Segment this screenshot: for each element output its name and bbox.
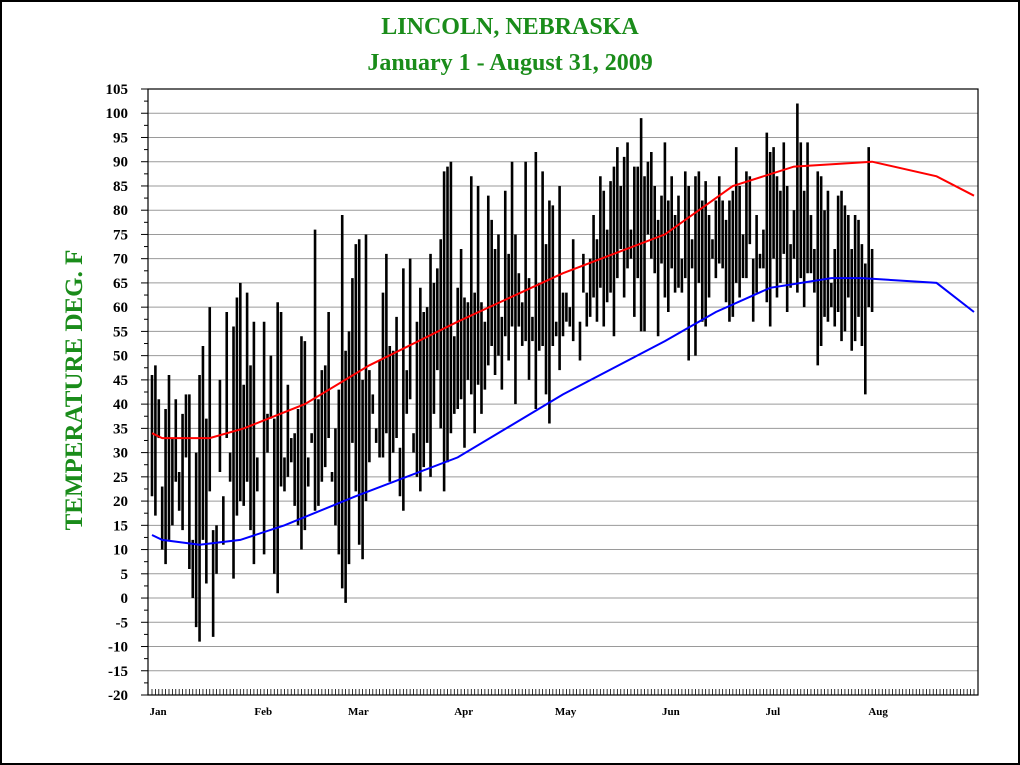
y-tick-label: 10 [113,543,128,559]
y-tick-label: 100 [106,106,129,122]
y-tick-label: -10 [108,640,128,656]
axes: -20 -15 -10 -5 0 5 10 15 20 25 30 35 40 45 50 55 60 65 70 7… [106,82,979,718]
y-tick-label: 45 [113,373,128,389]
y-tick-label: -5 [116,615,129,631]
y-tick-label: 70 [113,252,128,268]
daily-range-bars [150,103,874,642]
y-tick-label: 60 [113,300,128,316]
y-tick-label: 5 [121,567,129,583]
x-tick-label: Feb [254,706,272,718]
y-tick-label: 75 [113,227,128,243]
y-tick-label: -20 [108,688,128,704]
y-tick-label: -15 [108,664,128,680]
y-tick-label: 65 [113,276,128,292]
x-tick-label: Apr [454,706,473,718]
y-tick-label: 40 [113,397,128,413]
grid-lines [148,112,978,672]
y-tick-label: 90 [113,155,128,171]
y-tick-label: 25 [113,470,128,486]
y-tick-label: 15 [113,518,128,534]
x-tick-label: Aug [868,706,888,718]
y-tick-label: 35 [113,421,128,437]
y-tick-label: 85 [113,179,128,195]
y-tick-label: 0 [121,591,129,607]
y-tick-label: 80 [113,203,128,219]
x-tick-label: Jan [149,706,166,718]
y-tick-label: 20 [113,494,128,510]
y-tick-label: 95 [113,130,128,146]
x-tick-label: Jun [662,706,680,718]
normal-lines [151,160,975,546]
y-tick-label: 50 [113,349,128,365]
normal-high-line [151,160,975,440]
y-tick-label: 30 [113,446,128,462]
plot-border [147,88,979,696]
y-tick-label: 55 [113,324,128,340]
normal-low-line [151,277,975,546]
chart-title: LINCOLN, NEBRASKA [381,14,639,40]
y-tick-label: 105 [106,82,129,98]
x-tick-label: Jul [765,706,780,718]
chart-subtitle: January 1 - August 31, 2009 [367,50,653,76]
x-tick-label: May [555,706,577,718]
x-tick-label: Mar [348,706,369,718]
